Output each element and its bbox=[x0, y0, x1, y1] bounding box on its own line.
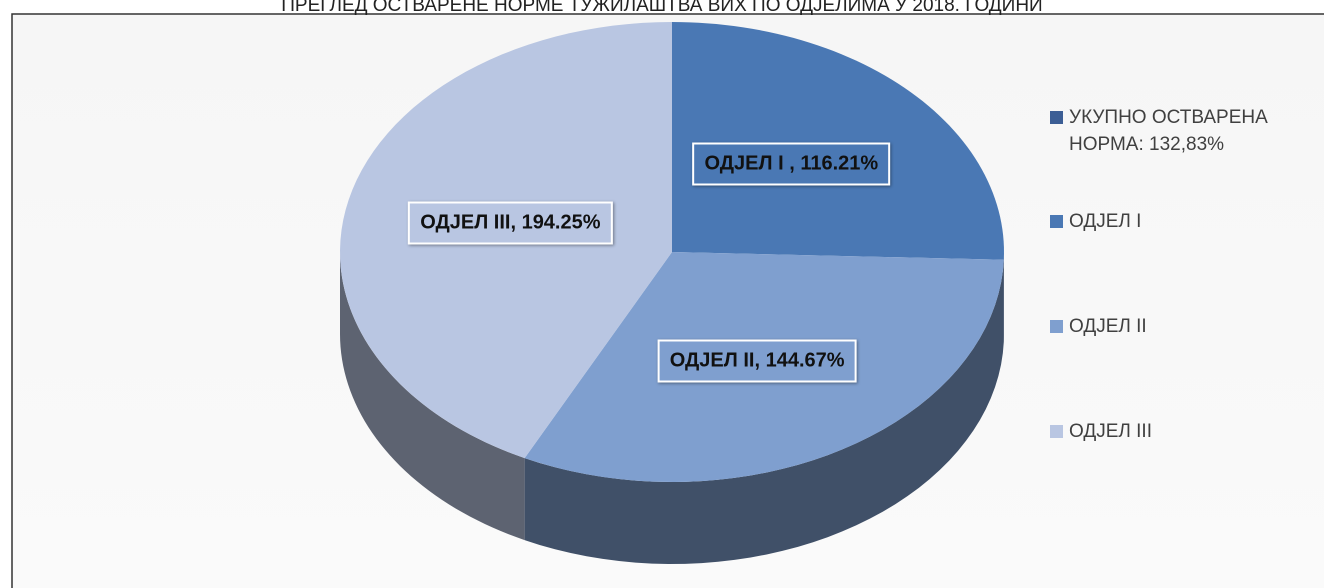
pie-side bbox=[524, 259, 1004, 564]
data-label: ОДЈЕЛ III, 194.25% bbox=[408, 201, 613, 245]
legend-swatch bbox=[1050, 111, 1063, 124]
legend-label: ОДЈЕЛ II bbox=[1069, 316, 1147, 337]
legend-item: ОДЈЕЛ I bbox=[1050, 208, 1310, 235]
legend-label: ОДЈЕЛ III bbox=[1069, 421, 1152, 442]
pie bbox=[340, 22, 1004, 564]
legend-label: ОДЈЕЛ I bbox=[1069, 211, 1142, 232]
pie-side bbox=[340, 252, 525, 541]
legend-swatch bbox=[1050, 425, 1063, 438]
data-label: ОДЈЕЛ II, 144.67% bbox=[657, 339, 857, 383]
legend-label: УКУПНО ОСТВАРЕНА НОРМА: 132,83% bbox=[1069, 107, 1268, 155]
chart-title: ПРЕГЛЕД ОСТВАРЕНЕ НОРМЕ ТУЖИЛАШТВА ВИХ П… bbox=[281, 0, 1042, 16]
legend-item: УКУПНО ОСТВАРЕНА НОРМА: 132,83% bbox=[1050, 104, 1310, 158]
pie-slice bbox=[672, 22, 1004, 260]
legend-swatch bbox=[1050, 320, 1063, 333]
legend-item: ОДЈЕЛ III bbox=[1050, 418, 1310, 445]
legend-item: ОДЈЕЛ II bbox=[1050, 313, 1310, 340]
data-label: ОДЈЕЛ I , 116.21% bbox=[692, 142, 891, 186]
legend-swatch bbox=[1050, 215, 1063, 228]
